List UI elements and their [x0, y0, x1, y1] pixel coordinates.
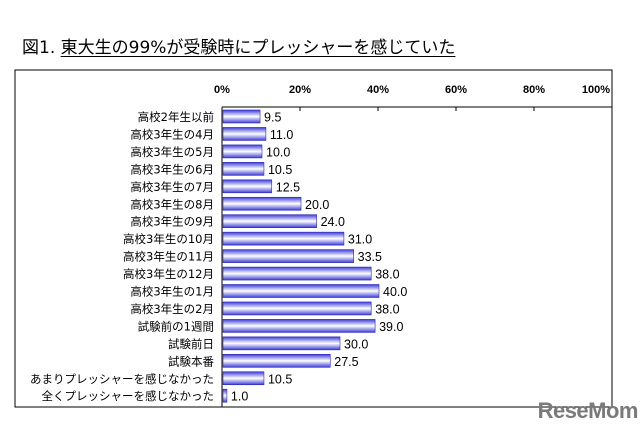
bar	[222, 336, 341, 351]
bar	[222, 353, 331, 368]
bar	[222, 301, 372, 316]
bar	[222, 127, 267, 141]
bar	[222, 388, 228, 403]
value-label: 11.0	[270, 128, 293, 142]
category-label: 全くプレッシャーを感じなかった	[42, 389, 215, 403]
category-label: 高校3年生の7月	[130, 180, 214, 194]
x-tick-label: 40%	[367, 84, 389, 96]
category-label: 高校3年生の2月	[130, 302, 214, 316]
title-prefix: 図1.	[22, 38, 56, 58]
category-label: 高校3年生の5月	[130, 145, 214, 159]
x-tick-label: 80%	[523, 84, 545, 96]
category-label: 高校3年生の9月	[130, 215, 214, 229]
plot-frame	[14, 69, 613, 408]
bar	[222, 109, 261, 124]
bar	[222, 371, 265, 386]
bar	[222, 319, 376, 333]
bar	[222, 196, 302, 211]
value-label: 10.0	[266, 145, 290, 159]
value-label: 20.0	[305, 198, 329, 212]
value-label: 12.5	[276, 180, 300, 194]
value-label: 1.0	[231, 390, 248, 404]
bar	[222, 284, 380, 298]
value-label: 10.5	[268, 163, 292, 177]
value-label: 40.0	[383, 285, 407, 299]
x-tick-label: 100%	[582, 84, 610, 96]
category-label: 試験前日	[168, 337, 214, 351]
value-label: 27.5	[334, 355, 358, 369]
value-label: 31.0	[348, 233, 372, 247]
bar	[222, 231, 345, 246]
x-tick-label: 20%	[289, 84, 311, 96]
category-label: 高校3年生の12月	[123, 267, 214, 281]
value-label: 10.5	[268, 372, 292, 386]
value-label: 9.5	[264, 111, 281, 125]
watermark-logo: ReseMom	[537, 398, 639, 423]
category-label: 高校2年生以前	[138, 110, 214, 124]
value-label: 38.0	[375, 268, 399, 282]
value-label: 39.0	[379, 320, 403, 334]
bar	[222, 214, 317, 228]
category-label: 高校3年生の10月	[123, 232, 214, 246]
value-label: 33.5	[358, 250, 382, 264]
value-label: 38.0	[375, 302, 399, 316]
bar	[222, 144, 263, 159]
x-tick-label: 0%	[214, 84, 230, 96]
chart-title: 図1. 東大生の99%が受験時にプレッシャーを感じていた	[22, 33, 455, 58]
category-label: 高校3年生の6月	[130, 162, 214, 176]
category-label: あまりプレッシャーを感じなかった	[30, 372, 214, 386]
value-label: 30.0	[344, 337, 368, 351]
bar	[222, 162, 265, 176]
category-label: 高校3年生の4月	[130, 127, 214, 141]
category-label: 高校3年生の8月	[130, 197, 214, 211]
category-label: 高校3年生の11月	[123, 250, 214, 264]
bar	[222, 249, 354, 263]
value-label: 24.0	[321, 215, 345, 229]
category-label: 試験前の1週間	[138, 319, 214, 333]
category-label: 高校3年生の1月	[130, 285, 214, 299]
category-label: 試験本番	[168, 354, 214, 368]
x-tick-label: 60%	[445, 84, 467, 96]
bar	[222, 179, 273, 194]
bar	[222, 266, 372, 281]
title-text: 東大生の99%が受験時にプレッシャーを感じていた	[60, 38, 456, 58]
